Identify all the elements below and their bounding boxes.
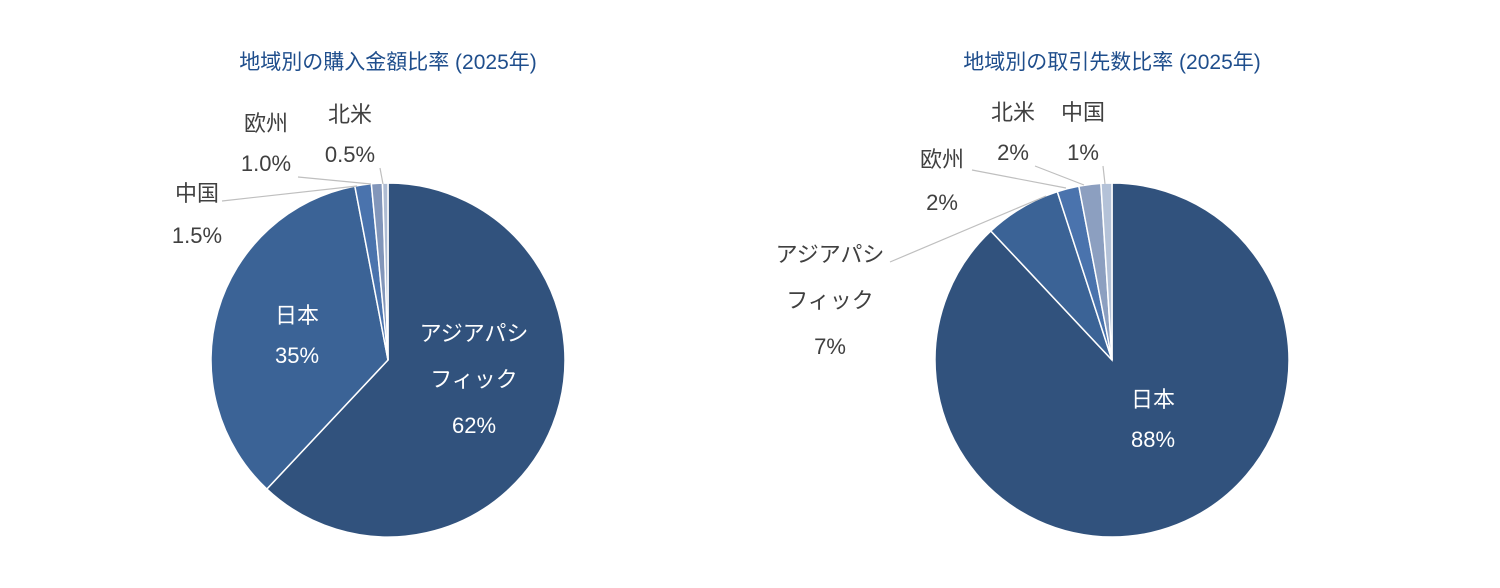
slice-label: アジアパシフィック 7% (771, 232, 889, 370)
slice-label: 欧州 1.0% (207, 104, 325, 184)
value-label: 2% (926, 190, 958, 215)
value-label: 0.5% (324, 142, 376, 167)
leader-line (379, 167, 384, 185)
slice-label: 中国 1% (1024, 93, 1142, 173)
category-label: アジアパシフィック (419, 321, 529, 392)
pie-slice (1100, 182, 1113, 361)
chart-title: 地域別の購入金額比率 (2025年) (239, 51, 537, 74)
value-label: 88% (1130, 427, 1176, 452)
category-label: 中国 (1060, 100, 1105, 125)
slice-label: 欧州 2% (883, 138, 1001, 224)
pie-slice (265, 182, 566, 538)
leader-line (889, 195, 1047, 263)
value-label: 1.0% (240, 151, 292, 176)
value-label: 2% (997, 140, 1029, 165)
leader-line (297, 176, 372, 185)
leader-line (1102, 165, 1106, 185)
slice-label: アジアパシフィック 62% (415, 311, 533, 449)
slice-label: 中国 1.5% (138, 173, 256, 257)
chart-title: 地域別の取引先数比率 (2025年) (963, 51, 1261, 74)
category-label: アジアパシフィック (775, 242, 885, 313)
value-label: 62% (451, 413, 497, 438)
pie-slice (210, 185, 389, 491)
category-label: 北米 (327, 102, 372, 127)
category-label: 中国 (174, 181, 219, 206)
value-label: 1% (1067, 140, 1099, 165)
category-label: 日本 (1130, 387, 1175, 412)
value-label: 35% (274, 343, 320, 368)
category-label: 欧州 (919, 147, 964, 172)
slice-label: 日本 35% (238, 296, 356, 376)
leader-line (971, 169, 1067, 189)
category-label: 日本 (274, 303, 319, 328)
leader-line (1034, 165, 1085, 186)
category-label: 欧州 (243, 111, 288, 136)
slice-label: 日本 88% (1094, 380, 1212, 460)
leader-line (221, 185, 358, 202)
category-label: 北米 (990, 100, 1035, 125)
pie-slice (934, 182, 1290, 538)
value-label: 1.5% (171, 223, 223, 248)
value-label: 7% (814, 334, 846, 359)
slice-label: 北米 0.5% (291, 95, 409, 175)
slice-label: 北米 2% (954, 93, 1072, 173)
